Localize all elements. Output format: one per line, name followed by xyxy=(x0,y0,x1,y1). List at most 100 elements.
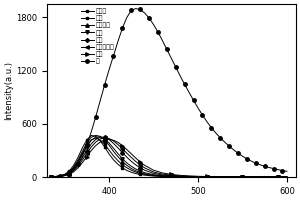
甲苯 xyxy=(81,152,84,154)
二甲基亚督 xyxy=(196,175,200,178)
甲苯 xyxy=(160,175,164,177)
甲苯 xyxy=(232,176,236,178)
二甲基亚督 xyxy=(214,176,217,178)
甲苯 xyxy=(85,144,88,146)
甲苯 xyxy=(241,176,244,178)
甲苯 xyxy=(116,160,120,162)
甲苯 xyxy=(63,174,66,177)
乙腼 xyxy=(232,176,236,178)
甲苯 xyxy=(89,149,93,152)
丙酮 xyxy=(232,176,236,178)
丙酮 xyxy=(67,172,71,174)
甲苯 xyxy=(89,139,93,141)
甲苯 xyxy=(196,176,200,178)
正己烷 xyxy=(267,176,271,178)
二甲基亚督 xyxy=(94,141,98,143)
甲苯 xyxy=(196,175,200,178)
乙腼 xyxy=(276,176,280,178)
甲苯 xyxy=(72,171,75,173)
二甲基亚督 xyxy=(130,156,133,159)
正己烷 xyxy=(54,175,58,178)
二甲基亚督 xyxy=(98,138,102,140)
甲苯 xyxy=(107,149,111,151)
甲苯 xyxy=(241,176,244,178)
四氢咄嗂 xyxy=(152,174,155,176)
正己烷 xyxy=(89,134,93,137)
丙酮 xyxy=(276,176,280,178)
甲苯 xyxy=(116,141,120,144)
正己烷 xyxy=(50,175,53,178)
二甲基亚督 xyxy=(63,174,66,177)
甲苯 xyxy=(223,176,226,178)
丙酮 xyxy=(107,142,111,144)
丙酮 xyxy=(241,176,244,178)
四氢咄嗂 xyxy=(178,175,182,178)
二甲基亚督 xyxy=(76,165,80,167)
四氢咄嗂 xyxy=(134,170,137,172)
甲苯 xyxy=(250,176,253,178)
四氢咄嗂 xyxy=(169,175,173,178)
丙酮 xyxy=(250,176,253,178)
正己烷 xyxy=(143,174,146,176)
甲苯 xyxy=(103,139,106,141)
乙腼 xyxy=(152,172,155,175)
乙腼 xyxy=(112,142,115,145)
正己烷 xyxy=(130,171,133,173)
二甲基亚督 xyxy=(143,167,146,169)
甲苯 xyxy=(85,155,88,158)
Line: 乙腼: 乙腼 xyxy=(50,136,288,178)
甲苯 xyxy=(81,161,84,164)
四氢咄嗂 xyxy=(223,176,226,178)
丙酮 xyxy=(103,138,106,140)
乙腼 xyxy=(169,175,173,177)
甲苯 xyxy=(130,153,133,155)
二甲基亚督 xyxy=(276,176,280,178)
乙腼 xyxy=(94,138,98,141)
丙酮 xyxy=(116,152,120,155)
乙腼 xyxy=(160,174,164,176)
正己烷 xyxy=(112,159,115,161)
丙酮 xyxy=(152,174,155,176)
正己烷 xyxy=(81,147,84,149)
Line: 四氢咄嗂: 四氢咄嗂 xyxy=(50,134,289,179)
甲苯 xyxy=(187,176,191,178)
正己烷 xyxy=(276,176,280,178)
正己烷 xyxy=(169,175,173,178)
甲苯 xyxy=(160,172,164,174)
正己烷 xyxy=(67,170,71,173)
乙腼 xyxy=(63,174,66,177)
水 xyxy=(183,83,187,86)
二甲基亚督 xyxy=(285,176,289,178)
正己烷 xyxy=(196,176,200,178)
甲苯 xyxy=(94,137,98,139)
甲苯 xyxy=(130,169,133,171)
甲苯 xyxy=(98,141,102,143)
二甲基亚督 xyxy=(103,136,106,139)
二甲基亚督 xyxy=(138,164,142,166)
四氢咄嗂 xyxy=(259,176,262,178)
四氢咄嗂 xyxy=(267,176,271,178)
水 xyxy=(134,7,137,10)
Line: 甲苯: 甲苯 xyxy=(50,137,288,178)
正己烷 xyxy=(58,175,62,177)
甲苯 xyxy=(50,176,53,178)
丙酮 xyxy=(223,176,226,178)
正己烷 xyxy=(85,139,88,141)
四氢咄嗂 xyxy=(58,175,62,177)
四氢咄嗂 xyxy=(103,139,106,141)
乙腼 xyxy=(138,167,142,169)
甲苯 xyxy=(121,144,124,147)
正己烷 xyxy=(134,172,137,175)
甲苯 xyxy=(58,175,62,177)
乙腼 xyxy=(187,175,191,178)
四氢咄嗂 xyxy=(130,167,133,170)
丙酮 xyxy=(94,136,98,138)
甲苯 xyxy=(143,173,146,176)
正己烷 xyxy=(232,176,236,178)
丙酮 xyxy=(130,165,133,167)
乙腼 xyxy=(205,176,209,178)
丙酮 xyxy=(58,175,62,177)
丙酮 xyxy=(169,175,173,177)
甲苯 xyxy=(54,176,58,178)
二甲基亚督 xyxy=(232,176,236,178)
